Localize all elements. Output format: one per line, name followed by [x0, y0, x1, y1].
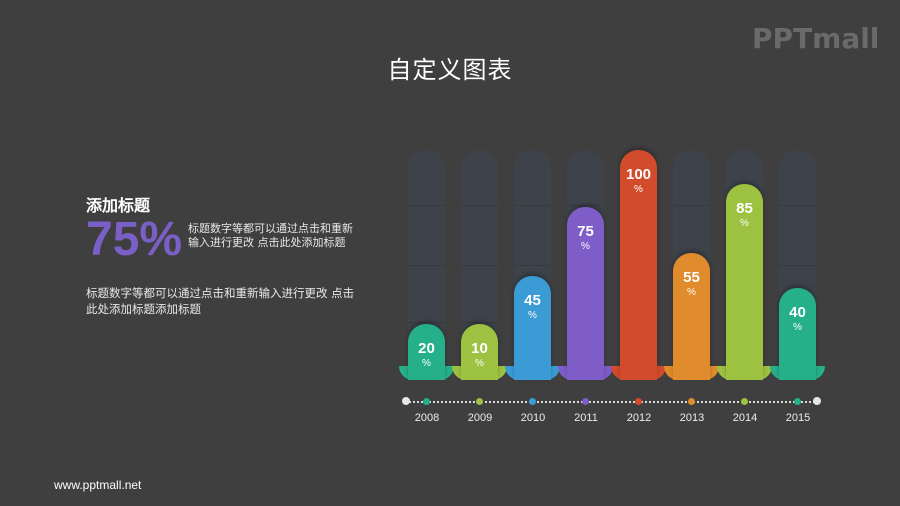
bar-2009 — [461, 324, 498, 380]
bar-value-label: 45 — [524, 292, 541, 309]
track-gridline — [408, 205, 445, 206]
bar-2014 — [726, 184, 763, 380]
bar-2012 — [620, 150, 657, 380]
bar-value-label: 20 — [418, 340, 435, 357]
track-gridline — [461, 205, 498, 206]
bar-column-2009: 10% — [452, 150, 507, 380]
track-gridline — [567, 205, 604, 206]
page-title: 自定义图表 — [387, 56, 513, 84]
bar-column-2015: 40% — [770, 150, 825, 380]
year-label: 2014 — [732, 412, 758, 424]
bar-column-2010: 45% — [505, 150, 560, 380]
track-gridline — [514, 265, 551, 266]
side-description: 标题数字等都可以通过点击和重新输入进行更改 点击此处添加标题 — [188, 222, 353, 249]
bar-unit-label: % — [687, 287, 696, 298]
track-gridline — [461, 322, 498, 323]
bar-value-label: 40 — [789, 304, 806, 321]
bar-2015 — [779, 288, 816, 380]
track-gridline — [461, 265, 498, 266]
bar-column-2013: 55% — [664, 150, 719, 380]
bar-column-2014: 85% — [717, 150, 772, 380]
bar-2013 — [673, 253, 710, 380]
timeline-dot-2009 — [476, 398, 483, 405]
bar-2010 — [514, 276, 551, 380]
year-label: 2011 — [574, 412, 598, 424]
section-subtitle: 添加标题 — [86, 196, 151, 215]
bar-unit-label: % — [634, 184, 643, 195]
timeline-axis — [406, 401, 818, 403]
bar-value-label: 10 — [471, 340, 488, 357]
body-description: 标题数字等都可以通过点击和重新输入进行更改 点击此处添加标题添加标题 — [86, 286, 355, 316]
track-gridline — [673, 205, 710, 206]
axis-end-dot — [813, 397, 821, 405]
timeline-dot-2015 — [794, 398, 801, 405]
year-label: 2009 — [467, 412, 493, 424]
bar-unit-label: % — [475, 358, 484, 369]
brand-logo: PPTmall — [752, 22, 880, 55]
bar-2011 — [567, 207, 604, 380]
highlight-percentage: 75% — [86, 213, 183, 266]
track-gridline — [779, 265, 816, 266]
year-label: 2008 — [414, 412, 440, 424]
track-gridline — [408, 322, 445, 323]
year-label: 2012 — [626, 412, 652, 424]
track-gridline — [514, 205, 551, 206]
bar-column-2011: 75% — [558, 150, 613, 380]
year-label: 2010 — [520, 412, 546, 424]
timeline-dot-2011 — [582, 398, 589, 405]
timeline-dot-2010 — [529, 398, 536, 405]
bar-unit-label: % — [740, 218, 749, 229]
timeline-dot-2013 — [688, 398, 695, 405]
year-label: 2013 — [679, 412, 705, 424]
year-label: 2015 — [785, 412, 811, 424]
bar-unit-label: % — [528, 310, 537, 321]
bar-value-label: 100 — [625, 166, 652, 183]
bar-value-label: 55 — [683, 269, 700, 286]
bar-value-label: 85 — [736, 200, 753, 217]
timeline-dot-2012 — [635, 398, 642, 405]
footer-url: www.pptmall.net — [54, 478, 142, 492]
bar-unit-label: % — [581, 241, 590, 252]
axis-start-dot — [402, 397, 410, 405]
timeline-dot-2008 — [423, 398, 430, 405]
track-gridline — [779, 205, 816, 206]
track-gridline — [408, 265, 445, 266]
timeline-dot-2014 — [741, 398, 748, 405]
bar-2008 — [408, 324, 445, 380]
bar-unit-label: % — [422, 358, 431, 369]
bar-column-2012: 100% — [611, 150, 666, 380]
bar-unit-label: % — [793, 322, 802, 333]
bar-value-label: 75 — [577, 223, 594, 240]
bar-column-2008: 20% — [399, 150, 454, 380]
